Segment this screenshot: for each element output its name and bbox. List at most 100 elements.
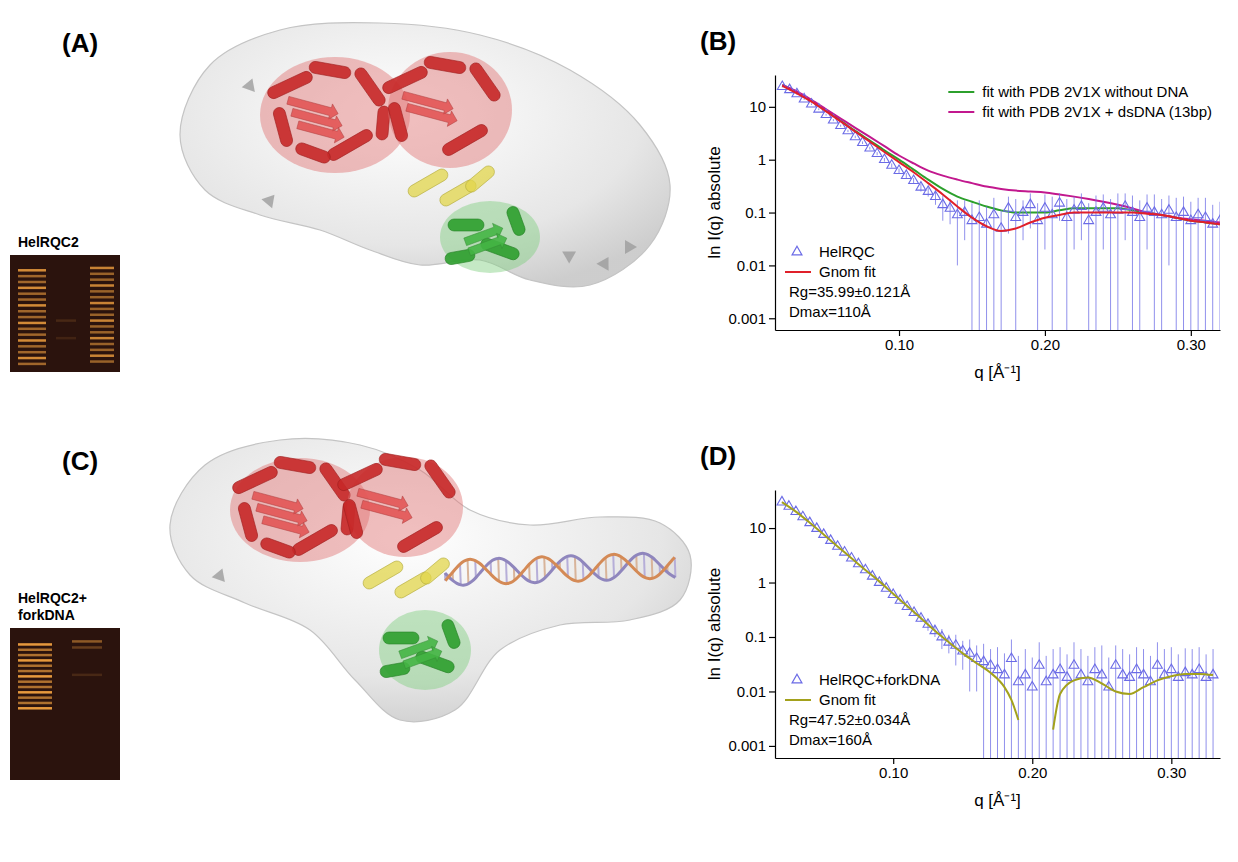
y-axis-tick-label: 10 bbox=[749, 98, 766, 115]
error-bar bbox=[983, 644, 984, 758]
base-pair bbox=[574, 556, 577, 581]
data-point bbox=[1128, 207, 1138, 216]
error-bar bbox=[1117, 193, 1118, 330]
plot: 0.100.200.300.0010.010.1110q [Å⁻¹]ln I(q… bbox=[705, 76, 1224, 383]
legend-label: fit with PDB 2V1X + dsDNA (13bp) bbox=[982, 103, 1212, 120]
data-point bbox=[1025, 199, 1035, 208]
error-bar bbox=[1108, 658, 1109, 758]
x-axis-tick: 0.10 bbox=[885, 330, 914, 353]
gel-band bbox=[18, 287, 46, 290]
data-point bbox=[812, 523, 822, 532]
gel-band bbox=[18, 363, 46, 366]
data-point bbox=[1069, 660, 1079, 669]
data-point bbox=[1004, 203, 1014, 212]
gel-band bbox=[18, 339, 46, 342]
y-axis-tick-mark bbox=[769, 212, 775, 213]
data-point bbox=[1164, 205, 1174, 214]
data-point bbox=[989, 209, 999, 218]
y-axis-tick: 0.001 bbox=[728, 310, 775, 327]
gel-band bbox=[18, 351, 46, 354]
error-bar bbox=[935, 191, 936, 205]
helix bbox=[272, 106, 294, 148]
gel-band bbox=[18, 643, 52, 646]
base-pair bbox=[643, 553, 646, 577]
gel-band bbox=[90, 267, 114, 270]
beta-sheet bbox=[296, 117, 347, 145]
y-axis-tick-mark bbox=[769, 318, 775, 319]
y-axis-tick-mark bbox=[769, 265, 775, 266]
error-bar bbox=[1122, 649, 1123, 758]
legend-symbol bbox=[792, 246, 802, 255]
base-pair bbox=[674, 557, 677, 577]
key-block: HelRQCGnom fitRg=35.99±0.121ÅDmax=110Å bbox=[785, 243, 910, 320]
legend-line bbox=[785, 271, 811, 273]
gel-band bbox=[18, 707, 52, 710]
beta-sheet bbox=[405, 100, 459, 129]
plot-area bbox=[777, 81, 1220, 330]
y-axis-tick-mark bbox=[769, 637, 775, 638]
surface-marker bbox=[212, 566, 229, 582]
gel-label: HelRQC2 bbox=[18, 234, 79, 250]
legend-entry: Gnom fit bbox=[785, 691, 877, 708]
illustration-panel: (C)HelRQC2+forkDNA bbox=[10, 439, 691, 780]
error-bar bbox=[1053, 649, 1054, 758]
error-bar bbox=[1032, 658, 1033, 758]
gel-band bbox=[18, 357, 46, 360]
points bbox=[777, 496, 1218, 690]
annotation: Dmax=160Å bbox=[789, 731, 872, 748]
error-bar bbox=[811, 103, 812, 105]
legend-label: fit with PDB 2V1X without DNA bbox=[982, 83, 1188, 100]
gel-band bbox=[18, 670, 52, 673]
error-bar bbox=[1206, 654, 1207, 758]
gel-band bbox=[90, 325, 114, 328]
error-bar bbox=[840, 125, 841, 127]
gel-band bbox=[18, 322, 46, 325]
gel-band bbox=[72, 674, 102, 677]
error-bar bbox=[847, 130, 848, 132]
x-axis-tick: 0.30 bbox=[1157, 758, 1186, 781]
x-axis: 0.100.200.30 bbox=[776, 330, 1221, 353]
surface-marker bbox=[242, 76, 259, 92]
error-bar bbox=[1025, 649, 1026, 758]
data-point bbox=[833, 541, 843, 550]
gel-band bbox=[18, 310, 46, 313]
error-bar bbox=[979, 200, 980, 330]
data-point bbox=[1006, 653, 1016, 662]
y-axis-tick: 10 bbox=[749, 519, 775, 536]
legend-line bbox=[785, 699, 811, 701]
data-point bbox=[1040, 203, 1050, 212]
error-bar bbox=[826, 114, 827, 116]
data-point bbox=[1034, 660, 1044, 669]
y-axis-tick-mark bbox=[769, 528, 775, 529]
data-point bbox=[1215, 215, 1220, 224]
data-point bbox=[1193, 209, 1203, 218]
legend: fit with PDB 2V1X without DNA fit with PD… bbox=[948, 83, 1212, 120]
gel-band bbox=[18, 691, 52, 694]
error-bar bbox=[913, 178, 914, 184]
error-bar bbox=[1087, 656, 1088, 758]
plot-area bbox=[777, 496, 1218, 758]
y-axis-tick: 1 bbox=[758, 574, 775, 591]
dna-strand bbox=[445, 554, 674, 583]
error-bar bbox=[1018, 656, 1019, 758]
x-axis-tick-label: 0.10 bbox=[885, 336, 914, 353]
protein-domain bbox=[260, 57, 410, 173]
base-pair bbox=[543, 557, 546, 578]
figure: (A)HelRQC2(C)HelRQC2+forkDNA(B)0.100.200… bbox=[0, 0, 1238, 862]
error-bar bbox=[1080, 649, 1081, 758]
gel-band bbox=[90, 331, 114, 334]
error-bar bbox=[1067, 654, 1068, 758]
y-axis-tick: 0.1 bbox=[745, 204, 775, 221]
error-bar bbox=[884, 158, 885, 162]
error-bar bbox=[877, 152, 878, 155]
y-axis-line bbox=[775, 76, 776, 331]
legend-entry: Gnom fit bbox=[785, 263, 877, 280]
annotation: Rg=35.99±0.121Å bbox=[789, 283, 910, 300]
data-point bbox=[1090, 664, 1100, 673]
gel-label: forkDNA bbox=[18, 607, 75, 623]
legend-label: Gnom fit bbox=[819, 691, 877, 708]
helix bbox=[505, 205, 527, 237]
gel-band bbox=[18, 333, 46, 336]
error-bar bbox=[971, 203, 972, 330]
y-axis-line bbox=[775, 491, 776, 759]
